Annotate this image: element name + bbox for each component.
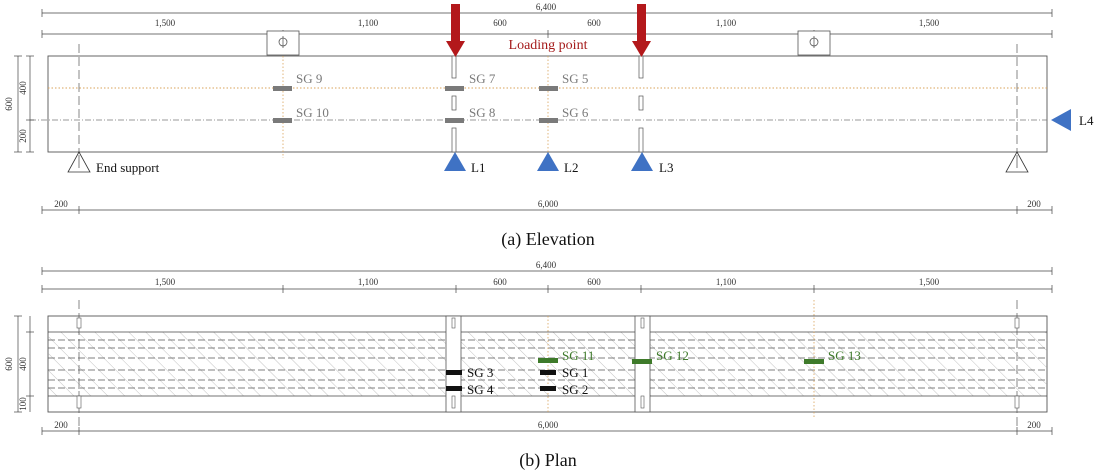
gauge-label: SG 12 xyxy=(656,348,689,363)
gauge-mark xyxy=(539,118,558,123)
dim-total-elevation: 6,400 xyxy=(536,2,557,12)
elevation-height-dimensions: 600 400 200 xyxy=(4,55,34,153)
lvdt-label: L4 xyxy=(1079,113,1094,128)
gauge-label: SG 1 xyxy=(562,365,588,380)
elevation-strain-gauges: SG 9 SG 10 SG 7 SG 8 SG 5 SG 6 xyxy=(273,71,589,123)
gauge-mark xyxy=(804,359,824,364)
dim-plan-middle: 400 xyxy=(18,357,28,371)
lifting-lug-left xyxy=(266,30,300,56)
gauge-mark xyxy=(445,86,464,91)
gauge-label: SG 9 xyxy=(296,71,322,86)
support-right xyxy=(1005,151,1029,173)
load-arrow-left xyxy=(446,4,465,57)
gauge-label: SG 8 xyxy=(469,105,495,120)
dim-height-upper: 400 xyxy=(18,81,28,95)
lvdt-l1-icon xyxy=(444,152,466,171)
elevation-bottom-dimensions: 200 6,000 200 xyxy=(41,199,1053,214)
gauge-mark xyxy=(445,118,464,123)
elevation-top-dimensions: 6,400 1,500 1,100 600 600 1,100 1,500 xyxy=(41,2,1053,38)
gauge-label: SG 4 xyxy=(467,382,494,397)
plan-bottom-dimensions: 200 6,000 200 xyxy=(41,420,1053,435)
dim-plan-edge: 100 xyxy=(18,397,28,411)
lvdt-label: L1 xyxy=(471,160,485,175)
dim-seg-4: 600 xyxy=(587,18,601,28)
dim-overhang-left: 200 xyxy=(54,199,68,209)
dim-span: 6,000 xyxy=(538,199,559,209)
gauge-label: SG 3 xyxy=(467,365,493,380)
lvdt-l2-icon xyxy=(537,152,559,171)
dim-seg-5: 1,100 xyxy=(716,277,737,287)
gauge-mark xyxy=(538,358,558,363)
dim-span: 6,000 xyxy=(538,420,559,430)
gauge-label: SG 2 xyxy=(562,382,588,397)
plan-width-dimensions: 600 400 100 xyxy=(4,315,34,413)
gauge-mark xyxy=(446,370,462,375)
gauge-label: SG 5 xyxy=(562,71,588,86)
load-arrow-right xyxy=(632,4,651,57)
dim-seg-5: 1,100 xyxy=(716,18,737,28)
lvdt-label: L3 xyxy=(659,160,673,175)
dim-seg-6: 1,500 xyxy=(919,277,940,287)
dim-seg-1: 1,500 xyxy=(155,18,176,28)
lvdt-markers: L1 L2 L3 L4 xyxy=(444,109,1094,175)
dim-seg-6: 1,500 xyxy=(919,18,940,28)
plan-strain-gauges: SG 3 SG 4 SG 1 SG 2 SG 11 SG 12 SG 13 xyxy=(446,348,861,397)
support-left xyxy=(67,151,91,173)
dim-overhang-left: 200 xyxy=(54,420,68,430)
rebar-lines xyxy=(48,339,1047,389)
gauge-label: SG 10 xyxy=(296,105,329,120)
lifting-lug-right xyxy=(797,30,831,56)
gauge-mark xyxy=(540,386,556,391)
gauge-mark xyxy=(632,359,652,364)
dim-plan-width: 600 xyxy=(4,357,14,371)
dim-seg-3: 600 xyxy=(493,18,507,28)
gauge-label: SG 6 xyxy=(562,105,589,120)
dim-seg-1: 1,500 xyxy=(155,277,176,287)
lvdt-label: L2 xyxy=(564,160,578,175)
slots-left xyxy=(451,55,457,153)
dim-seg-2: 1,100 xyxy=(358,277,379,287)
dim-overhang-right: 200 xyxy=(1027,199,1041,209)
hatched-web xyxy=(48,332,1047,396)
gauge-mark xyxy=(446,386,462,391)
plan-view: 6,400 1,500 1,100 600 600 1,100 1,500 xyxy=(4,260,1053,471)
beam-elevation xyxy=(47,55,1048,153)
gauge-label: SG 13 xyxy=(828,348,861,363)
slots-right xyxy=(638,55,644,153)
gauge-label: SG 11 xyxy=(562,348,594,363)
gauge-mark xyxy=(539,86,558,91)
dim-total-plan: 6,400 xyxy=(536,260,557,270)
dim-seg-2: 1,100 xyxy=(358,18,379,28)
gauge-mark xyxy=(273,86,292,91)
dim-seg-3: 600 xyxy=(493,277,507,287)
dim-height-lower: 200 xyxy=(18,129,28,143)
dim-seg-4: 600 xyxy=(587,277,601,287)
lvdt-l3-icon xyxy=(631,152,653,171)
gauge-mark xyxy=(540,370,556,375)
lvdt-l4-icon xyxy=(1051,109,1071,131)
elevation-view: 6,400 1,500 1,100 600 600 1,100 1,500 xyxy=(4,2,1094,250)
loading-point-label: Loading point xyxy=(509,38,588,53)
dim-height: 600 xyxy=(4,97,14,111)
dim-overhang-right: 200 xyxy=(1027,420,1041,430)
end-support-label: End support xyxy=(96,160,160,175)
elevation-caption: (a) Elevation xyxy=(501,229,594,250)
gauge-mark xyxy=(273,118,292,123)
plan-top-dimensions: 6,400 1,500 1,100 600 600 1,100 1,500 xyxy=(41,260,1053,293)
gauge-label: SG 7 xyxy=(469,71,496,86)
plan-caption: (b) Plan xyxy=(519,450,577,471)
plate-left xyxy=(445,315,462,413)
